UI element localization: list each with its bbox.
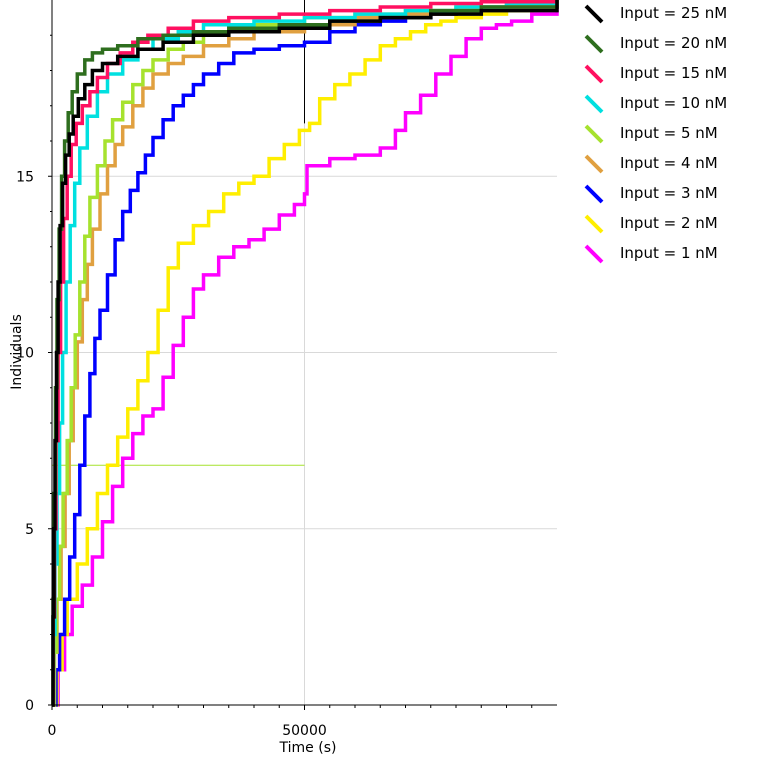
- legend-swatch-input-25-nm: [584, 4, 604, 24]
- legend-label-input-20-nm: Input = 20 nM: [620, 34, 727, 52]
- y-axis-title: Individuals: [9, 314, 25, 389]
- series-line-input-4-nm: [52, 0, 559, 707]
- y-tick-label: 5: [25, 522, 34, 538]
- legend-swatch-input-10-nm: [584, 94, 604, 114]
- series-line-input-1-nm: [52, 0, 559, 707]
- y-tick-label: 0: [25, 698, 34, 714]
- legend-label-input-25-nm: Input = 25 nM: [620, 4, 727, 22]
- legend-label-input-15-nm: Input = 15 nM: [620, 64, 727, 82]
- legend-swatch-input-1-nm: [584, 244, 604, 264]
- legend-label-input-4-nm: Input = 4 nM: [620, 154, 718, 172]
- legend-swatch-input-20-nm: [584, 34, 604, 54]
- legend-label-input-2-nm: Input = 2 nM: [620, 214, 718, 232]
- legend-swatch-input-3-nm: [584, 184, 604, 204]
- legend-label-input-5-nm: Input = 5 nM: [620, 124, 718, 142]
- legend-swatch-input-15-nm: [584, 64, 604, 84]
- y-tick-label: 10: [16, 346, 34, 362]
- x-tick-label: 0: [48, 723, 57, 739]
- series-line-input-2-nm: [52, 0, 559, 707]
- legend-label-input-1-nm: Input = 1 nM: [620, 244, 718, 262]
- series-line-input-25-nm: [51, 0, 559, 707]
- legend-swatch-input-2-nm: [584, 214, 604, 234]
- x-axis-title: Time (s): [279, 740, 337, 756]
- legend-swatch-input-4-nm: [584, 154, 604, 174]
- ticks: 0 5 10 15 0 50000: [16, 34, 533, 739]
- x-tick-label: 50000: [282, 723, 327, 739]
- series-lines: [51, 0, 559, 707]
- legend-label-input-3-nm: Input = 3 nM: [620, 184, 718, 202]
- y-tick-label: 15: [16, 169, 34, 185]
- legend-swatch-input-5-nm: [584, 124, 604, 144]
- legend-label-input-10-nm: Input = 10 nM: [620, 94, 727, 112]
- series-line-input-3-nm: [52, 0, 559, 707]
- legend: Input = 25 nM Input = 20 nM Input = 15 nM I…: [584, 4, 727, 264]
